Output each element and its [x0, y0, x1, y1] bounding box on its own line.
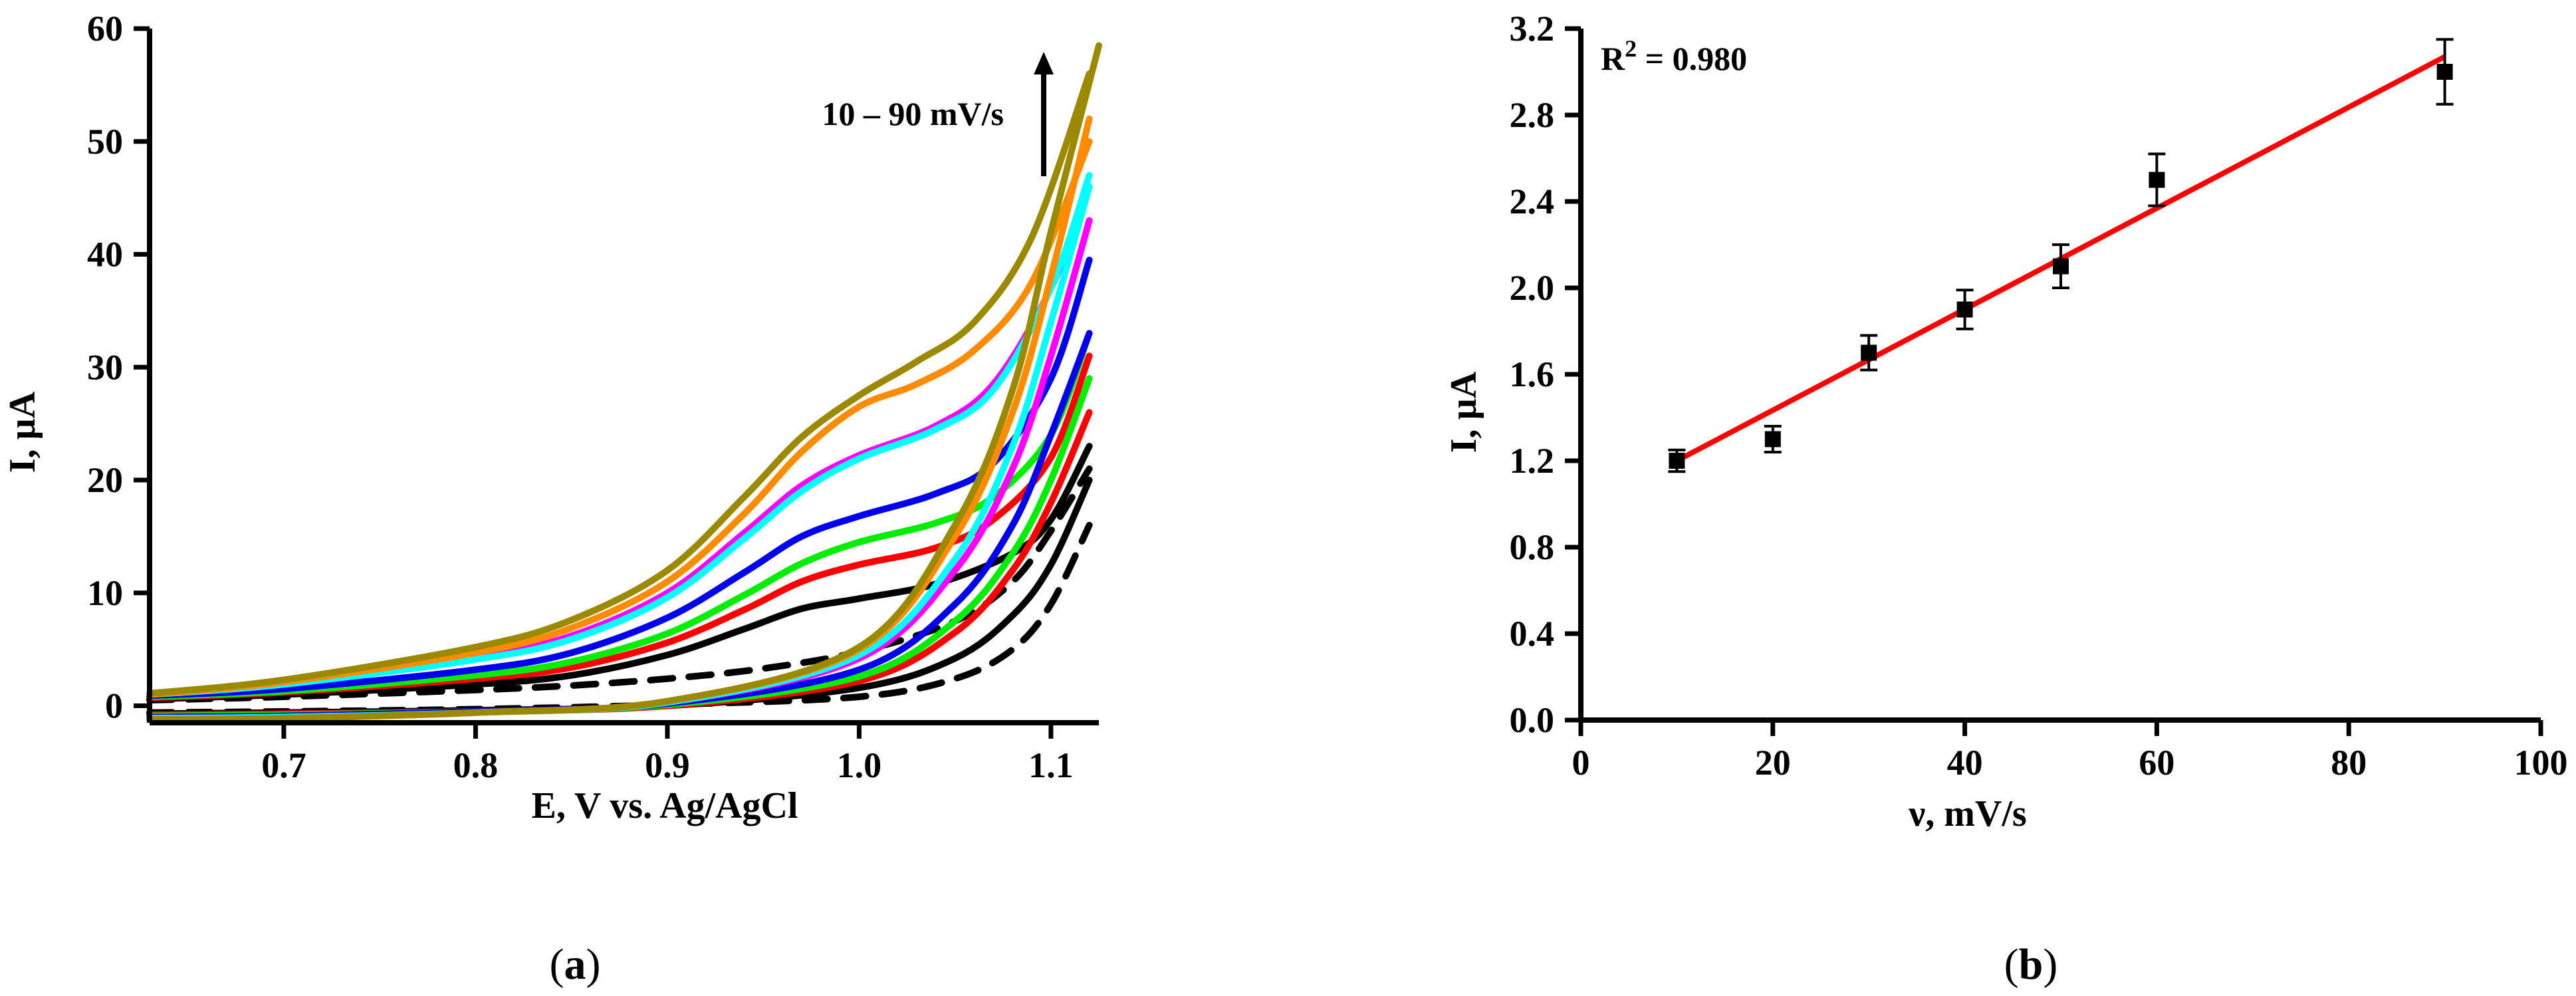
scatter-chart-panel-b: 0 20 40 60 80 1000.00.40.81.21.62.02.42.83.2 … — [1443, 9, 2568, 989]
y-tick-label-b: 1.6 — [1510, 354, 1555, 394]
axes-a — [147, 29, 1099, 725]
x-tick-label-a: 1.1 — [1028, 745, 1074, 785]
y-tick-label-b: 0.8 — [1510, 527, 1555, 567]
data-point — [2436, 64, 2453, 80]
data-point — [1861, 344, 1877, 361]
x-tick-label-b: 60 — [2139, 743, 2174, 783]
y-tick-label-a: 0 — [105, 686, 123, 726]
y-tick-label-b: 2.4 — [1510, 182, 1555, 221]
x-tick-label-a: 0.7 — [261, 745, 306, 785]
cv-reverse-90-mv-s — [146, 42, 1102, 723]
data-point — [1956, 301, 1973, 318]
x-tick-label-b: 100 — [2514, 743, 2568, 783]
data-point — [1669, 453, 1685, 469]
y-tick-label-b: 0.4 — [1510, 614, 1555, 654]
x-tick-label-b: 80 — [2331, 743, 2367, 783]
x-tick-label-a: 0.8 — [453, 745, 499, 785]
ticks-b: 0 20 40 60 80 100 0.0 0.4 0.8 1.2 1.6 2.0 2.4 2.8 3.2 — [1510, 9, 2568, 783]
axes-b — [1578, 29, 2541, 723]
y-tick-label-b: 2.8 — [1510, 95, 1555, 135]
x-tick-label-a: 0.9 — [645, 745, 690, 785]
y-tick-label-a: 20 — [87, 460, 123, 500]
data-points — [1668, 38, 2454, 473]
ticks-a: 0.7 0.8 0.9 1.0 1.1 0 10 20 30 40 50 60 — [87, 9, 1074, 785]
y-tick-label-a: 40 — [87, 235, 123, 275]
x-axis-title-a: E, V vs. Ag/AgCl — [532, 785, 798, 826]
cv-reverse-50-mv-s — [146, 217, 1093, 722]
y-tick-label-b: 2.0 — [1510, 268, 1555, 308]
x-tick-label-b: 40 — [1947, 743, 1983, 783]
scan-rate-annotation: 10 – 90 mV/s — [822, 95, 1004, 132]
cv-forward-90-mv-s — [146, 70, 1093, 697]
y-axis-title-a: I, µA — [2, 391, 43, 473]
cv-curves — [146, 42, 1102, 723]
data-point — [2053, 258, 2069, 275]
cv-chart-panel-a: 0.7 0.8 0.9 1.0 1.1 0 10 20 30 40 50 60 E, V vs. Ag… — [2, 9, 1102, 989]
r-squared-annotation: R2 = 0.980 — [1601, 35, 1747, 77]
y-tick-label-a: 60 — [87, 9, 123, 49]
x-tick-label-b: 20 — [1755, 743, 1791, 783]
y-tick-label-b: 3.2 — [1510, 9, 1555, 49]
panel-label-b: (b) — [2004, 940, 2058, 989]
up-arrow-icon — [1034, 52, 1054, 176]
data-point — [2149, 172, 2165, 188]
cv-forward-40-mv-s — [146, 257, 1093, 699]
y-tick-label-a: 30 — [87, 347, 123, 387]
y-tick-label-a: 10 — [87, 573, 123, 613]
panel-label-a: (a) — [550, 940, 601, 989]
y-tick-label-b: 0.0 — [1510, 700, 1555, 740]
cv-forward-30-mv-s — [146, 330, 1093, 700]
data-point — [1764, 431, 1781, 447]
cv-forward-blank — [146, 465, 1093, 703]
cv-forward-80-mv-s — [146, 138, 1093, 698]
x-tick-label-a: 1.0 — [837, 745, 882, 785]
y-tick-label-a: 50 — [87, 122, 123, 162]
y-tick-label-b: 1.2 — [1510, 441, 1555, 481]
cv-forward-60-mv-s — [146, 172, 1093, 698]
y-axis-title-b: I, µA — [1443, 371, 1484, 453]
x-tick-label-b: 0 — [1572, 743, 1590, 783]
x-axis-title-b: ν, mV/s — [1908, 793, 2026, 834]
